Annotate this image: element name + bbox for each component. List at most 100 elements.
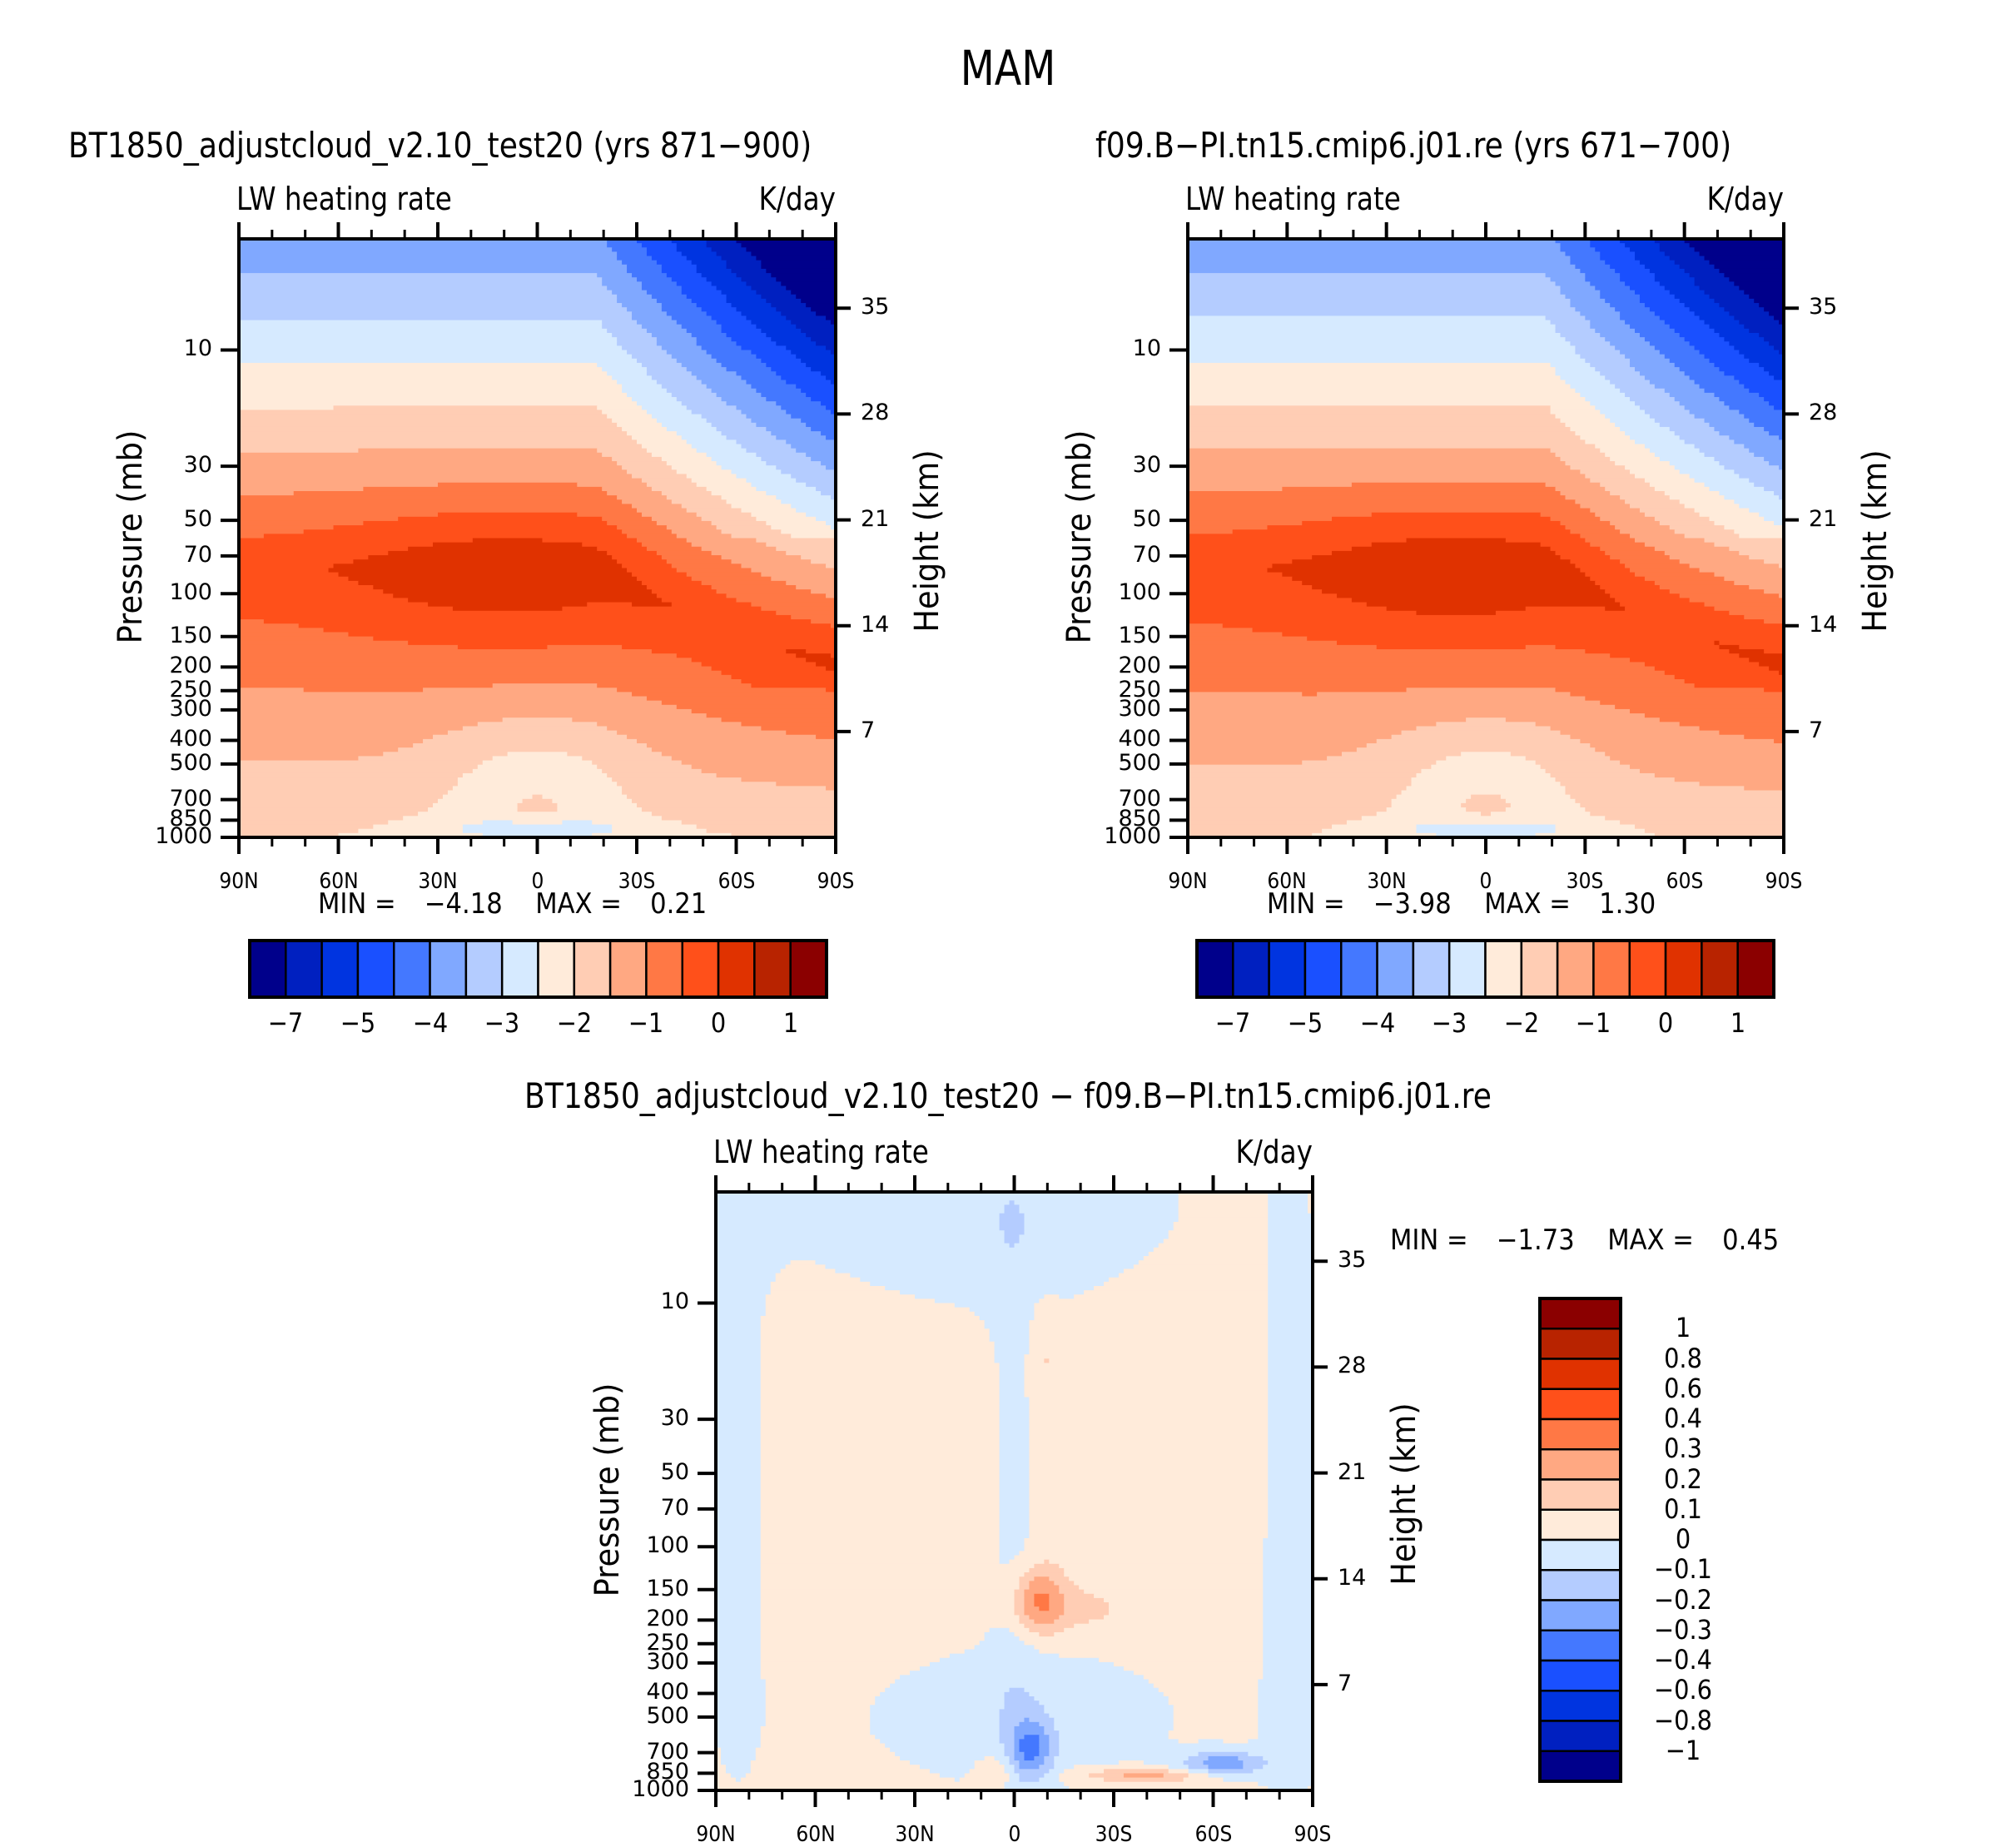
contour-cell bbox=[1565, 380, 1611, 385]
contour-cell bbox=[1064, 1606, 1110, 1611]
contour-cell bbox=[1644, 444, 1696, 449]
contour-cell bbox=[1143, 1256, 1269, 1261]
contour-cell bbox=[239, 414, 608, 420]
contour-cell bbox=[1600, 256, 1636, 261]
contour-cell bbox=[821, 371, 837, 376]
contour-cell bbox=[716, 1781, 1006, 1787]
contour-cell bbox=[760, 1367, 1001, 1373]
colorbar-box bbox=[1538, 1538, 1622, 1571]
contour-cell bbox=[1694, 508, 1750, 514]
contour-cell bbox=[1014, 1747, 1020, 1753]
contour-cell bbox=[1263, 1576, 1313, 1581]
contour-cell bbox=[239, 670, 722, 676]
contour-cell bbox=[666, 273, 703, 278]
contour-cell bbox=[239, 491, 295, 496]
contour-cell bbox=[999, 1414, 1030, 1419]
contour-cell bbox=[1188, 520, 1303, 526]
contour-cell bbox=[716, 1717, 767, 1723]
contour-cell bbox=[806, 658, 837, 663]
contour-cell bbox=[984, 1755, 996, 1761]
contour-cell bbox=[617, 380, 658, 385]
contour-cell bbox=[1019, 1204, 1179, 1210]
contour-cell bbox=[671, 239, 708, 244]
contour-cell bbox=[1644, 542, 1716, 548]
contour-cell bbox=[760, 1623, 1025, 1629]
contour-cell bbox=[1282, 572, 1586, 578]
contour-cell bbox=[716, 251, 752, 257]
contour-cell bbox=[1268, 1269, 1313, 1274]
contour-cell bbox=[1734, 439, 1785, 445]
contour-cell bbox=[1019, 1239, 1164, 1244]
contour-cell bbox=[612, 824, 698, 830]
contour-cell bbox=[1263, 1653, 1313, 1659]
contour-cell bbox=[622, 786, 827, 792]
contour-cell bbox=[1724, 465, 1780, 470]
contour-cell bbox=[711, 281, 747, 287]
contour-cell bbox=[1039, 1777, 1060, 1783]
contour-cell bbox=[239, 662, 703, 668]
contour-cell bbox=[706, 350, 752, 355]
contour-cell bbox=[811, 619, 837, 624]
contour-cell bbox=[1029, 1495, 1269, 1501]
contour-cell bbox=[994, 1358, 1025, 1364]
contour-cell bbox=[1600, 371, 1641, 376]
contour-cell bbox=[1188, 653, 1611, 658]
contour-cell bbox=[681, 435, 727, 440]
contour-cell bbox=[582, 542, 643, 548]
contour-cell bbox=[1376, 738, 1581, 744]
contour-cell bbox=[671, 602, 752, 608]
max-value: 1.30 bbox=[1599, 887, 1656, 921]
contour-cell bbox=[1391, 798, 1467, 804]
contour-cell bbox=[1188, 752, 1343, 757]
contour-cell bbox=[1024, 1213, 1179, 1219]
contour-cell bbox=[637, 738, 837, 744]
contour-cell bbox=[1714, 520, 1775, 526]
panel-top-right-min-max: MIN = −3.98 MAX = 1.30 bbox=[1267, 887, 1656, 921]
contour-cell bbox=[1739, 534, 1785, 539]
contour-cell bbox=[1565, 461, 1616, 466]
contour-cell bbox=[760, 1636, 986, 1641]
contour-cell bbox=[587, 602, 633, 608]
contour-cell bbox=[1709, 324, 1745, 330]
contour-cell bbox=[1644, 375, 1691, 381]
contour-cell bbox=[736, 405, 782, 411]
contour-cell bbox=[736, 598, 837, 603]
contour-cell bbox=[1505, 807, 1586, 812]
contour-cell bbox=[850, 1273, 1120, 1279]
contour-cell bbox=[776, 435, 827, 440]
contour-cell bbox=[760, 1671, 911, 1676]
contour-cell bbox=[1644, 303, 1686, 308]
contour-cell bbox=[1089, 1773, 1125, 1779]
contour-cell bbox=[1759, 332, 1785, 338]
contour-cell bbox=[1009, 1777, 1020, 1783]
contour-cell bbox=[681, 760, 837, 766]
contour-cell bbox=[661, 303, 698, 308]
contour-cell bbox=[1600, 448, 1651, 454]
contour-cell bbox=[1664, 320, 1706, 325]
contour-cell bbox=[1639, 298, 1681, 304]
y-tick-right-label: 14 bbox=[861, 611, 890, 638]
contour-cell bbox=[1332, 550, 1557, 556]
contour-cell bbox=[1268, 1367, 1313, 1373]
contour-cell bbox=[1268, 1393, 1313, 1398]
y-tick-label: 400 bbox=[1118, 726, 1161, 752]
contour-cell bbox=[1263, 1649, 1313, 1655]
contour-cell bbox=[1694, 311, 1730, 317]
contour-cell bbox=[1356, 747, 1596, 752]
contour-cell bbox=[617, 688, 827, 693]
contour-cell bbox=[1024, 1735, 1040, 1740]
contour-cell bbox=[765, 1311, 976, 1317]
contour-cell bbox=[1630, 362, 1676, 368]
contour-cell bbox=[1188, 422, 1567, 428]
contour-cell bbox=[796, 448, 837, 454]
contour-cell bbox=[239, 354, 633, 360]
contour-cell bbox=[1550, 277, 1586, 282]
contour-cell bbox=[760, 1559, 1001, 1565]
contour-cell bbox=[1188, 426, 1572, 432]
y-tick-label: 30 bbox=[660, 1405, 689, 1432]
contour-cell bbox=[1064, 1567, 1264, 1573]
contour-cell bbox=[1630, 435, 1681, 440]
colorbar-label: −0.2 bbox=[1654, 1583, 1712, 1616]
colorbar-box bbox=[1340, 939, 1378, 999]
contour-cell bbox=[1014, 1730, 1045, 1735]
